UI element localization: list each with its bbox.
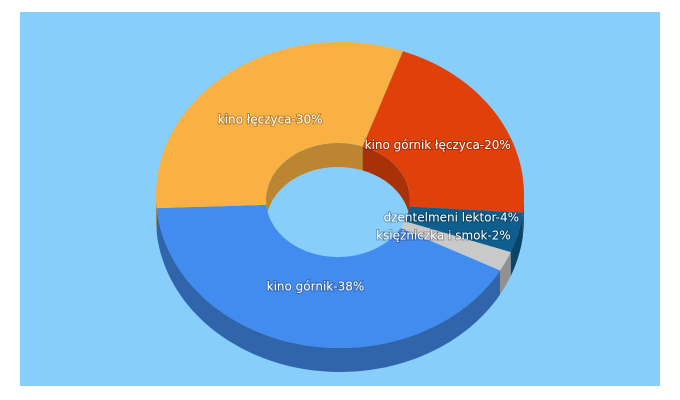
- slice: [156, 204, 500, 348]
- slice: [400, 221, 511, 271]
- slice-side: [156, 208, 500, 372]
- slice-side: [510, 212, 523, 277]
- slice-side: [500, 252, 511, 295]
- slice: [156, 42, 403, 209]
- slice: [362, 51, 524, 213]
- slice-side: [522, 195, 524, 237]
- slice-side: [156, 195, 157, 233]
- hole-walls: [266, 143, 410, 224]
- slice: [404, 206, 523, 253]
- slice-label: kino górnik-38%: [267, 280, 365, 294]
- slice-label: księżniczka i smok-2%: [376, 228, 511, 242]
- slice-label: kino łęczyca-30%: [218, 113, 323, 127]
- slice-inner-side: [266, 143, 363, 224]
- slice-label: kino górnik łęczyca-20%: [365, 138, 511, 152]
- slice-label: dzentelmeni lektor-4%: [384, 211, 519, 225]
- slice-inner-side: [362, 146, 410, 224]
